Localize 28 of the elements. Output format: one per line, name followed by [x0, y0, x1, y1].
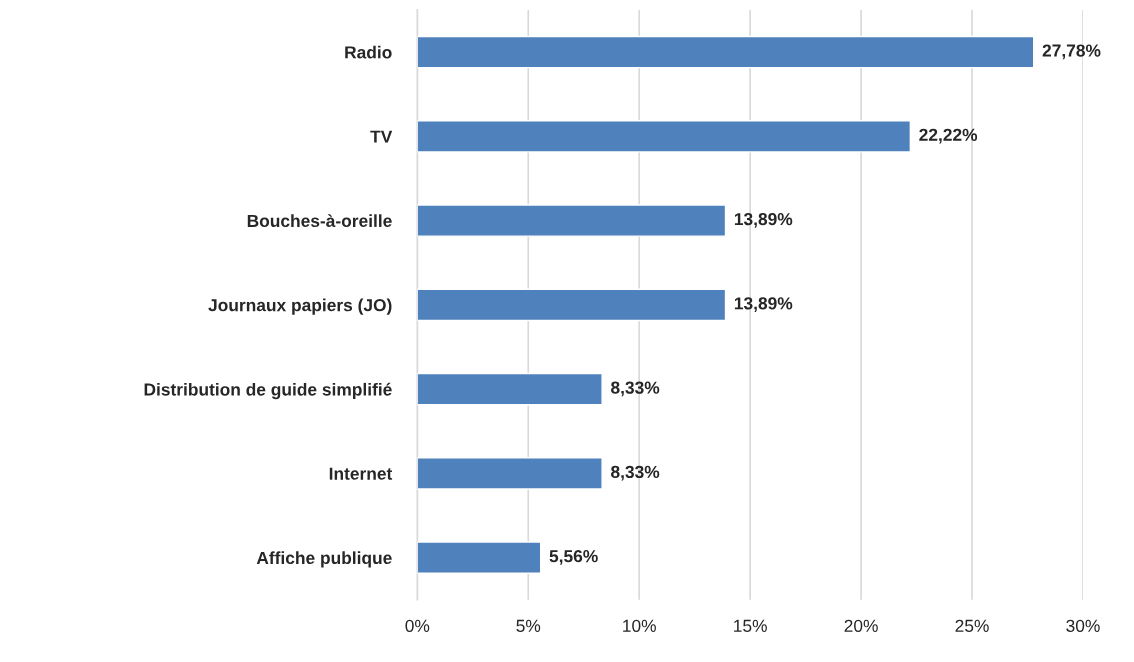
- y-tick-label: Journaux papiers (JO): [208, 298, 392, 315]
- data-label: 5,56%: [549, 550, 598, 565]
- x-tick-label: 0%: [405, 619, 430, 632]
- data-label: 13,89%: [734, 297, 793, 313]
- bar: [417, 541, 542, 574]
- x-tick-label: 5%: [516, 619, 541, 632]
- y-tick-label: Radio: [345, 45, 392, 59]
- x-tick-label: 30%: [1066, 619, 1100, 632]
- data-label: 13,89%: [734, 212, 793, 228]
- x-tick-label: 10%: [623, 619, 656, 632]
- x-tick-label: 20%: [844, 619, 878, 632]
- data-label: 22,22%: [919, 128, 978, 144]
- bar: [417, 35, 1035, 69]
- bar: [417, 457, 603, 490]
- bar: [417, 288, 727, 322]
- y-tick-label: Distribution de guide simplifié: [144, 382, 392, 400]
- y-tick-label: TV: [370, 130, 393, 143]
- data-label: 8,33%: [611, 381, 660, 397]
- y-tick-label: Bouches-à-oreille: [247, 214, 392, 228]
- bar: [417, 372, 603, 406]
- data-label: 27,78%: [1042, 44, 1101, 60]
- x-tick-label: 25%: [955, 619, 989, 632]
- bar: [417, 204, 727, 237]
- y-tick-label: Internet: [329, 467, 393, 480]
- data-label: 8,33%: [611, 465, 660, 481]
- y-tick-label: Affiche publique: [256, 551, 392, 568]
- bar: [417, 120, 912, 153]
- x-tick-label: 15%: [734, 619, 767, 632]
